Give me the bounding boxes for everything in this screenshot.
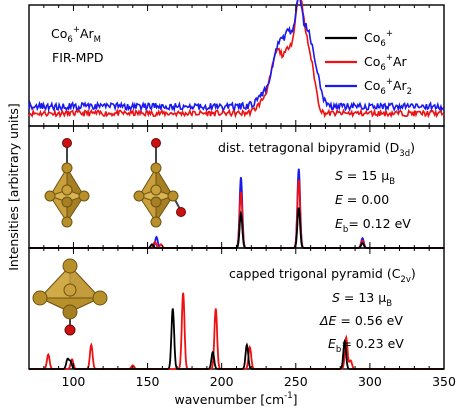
panel-c2v: capped trigonal pyramid (C2v) S = 13 μB … [28, 247, 445, 370]
legend: Co6+ Co6+Ar Co6+Ar2 [325, 29, 412, 97]
series-line-co6-ar2 [28, 0, 445, 113]
panel-fir-mpd-label-line2: FIR-MPD [52, 50, 104, 65]
panel-c2v-title: capped trigonal pyramid (C2v) [229, 266, 416, 285]
panel-d3d-spin: S = 15 μB [335, 168, 395, 187]
x-tick-label: 250 [284, 374, 308, 389]
x-tick-label: 150 [136, 374, 160, 389]
x-tick-label: 100 [62, 374, 86, 389]
panel-d3d-title: dist. tetragonal bipyramid (D3d) [218, 140, 415, 159]
cluster-octahedron-ar-top [44, 138, 90, 228]
panel-fir-mpd-ticks [43, 5, 445, 126]
legend-item-co6-ar2: Co6+Ar2 [325, 77, 412, 97]
panel-fir-mpd-label-line1: Co6+ArM [51, 25, 101, 45]
panel-d3d-energy: E = 0.00 [335, 192, 389, 207]
legend-item-co6-ar: Co6+Ar [325, 53, 407, 73]
y-axis-label: Intensities [arbitrary units] [6, 103, 21, 271]
panel-fir-mpd: Co6+ArM FIR-MPD Co6+ Co6+Ar Co6+Ar2 [28, 0, 445, 127]
cluster-capped-trigonal-pyramid [32, 258, 108, 336]
panel-c2v-binding: Eb= 0.23 eV [328, 336, 404, 355]
x-axis-label: wavenumber [cm-1] [174, 391, 297, 407]
legend-label-co6: Co6+ [364, 29, 393, 49]
panel-d3d-binding: Eb= 0.12 eV [335, 216, 411, 235]
x-tick-label: 200 [210, 374, 234, 389]
panel-fir-mpd-series [28, 0, 445, 119]
cluster-octahedron-ar2 [133, 138, 186, 228]
x-tick-label: 350 [432, 374, 456, 389]
series-line-co6-ar [28, 0, 445, 119]
panel-c2v-ticks [43, 248, 445, 369]
panel-d3d: dist. tetragonal bipyramid (D3d) S = 15 … [28, 125, 445, 249]
x-axis-tick-labels: 100 150 200 250 300 350 [62, 374, 456, 389]
legend-label-co6-ar2: Co6+Ar2 [364, 77, 412, 97]
legend-item-co6: Co6+ [325, 29, 393, 49]
panel-c2v-energy: ΔE = 0.56 eV [319, 313, 403, 328]
panel-d3d-series-red [29, 179, 444, 249]
legend-label-co6-ar: Co6+Ar [364, 53, 407, 73]
panel-c2v-spin: S = 13 μB [332, 290, 392, 309]
x-tick-label: 300 [358, 374, 382, 389]
